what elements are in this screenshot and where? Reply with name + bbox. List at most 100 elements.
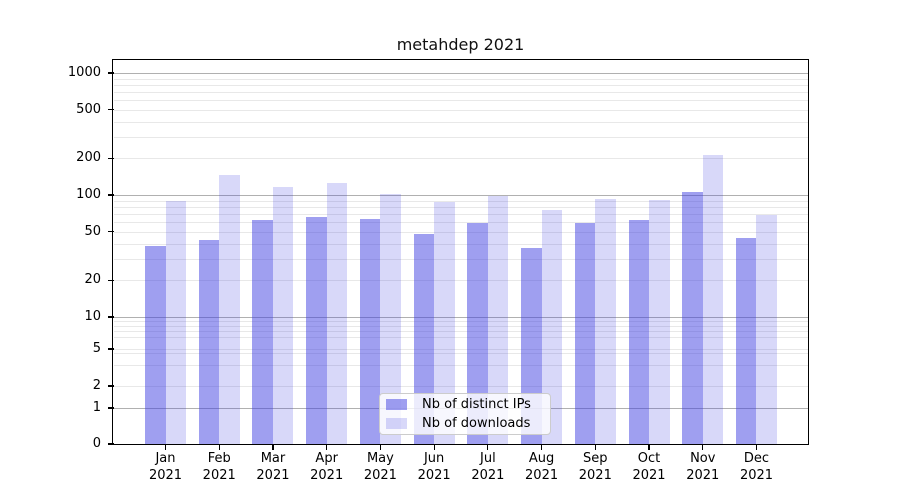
gridline-minor [113, 91, 808, 93]
y-tick-mark [108, 279, 114, 281]
bar-distinct-ips [198, 239, 220, 444]
gridline-minor [113, 321, 808, 323]
x-tick-label: Mar 2021 [256, 451, 290, 483]
bar-downloads [165, 200, 186, 444]
x-tick-mark [218, 445, 220, 450]
gridline-minor [113, 337, 808, 339]
plot-frame [112, 58, 809, 446]
x-tick-label: Jul 2021 [471, 451, 505, 483]
gridline-minor [113, 158, 808, 160]
x-tick-mark [648, 445, 650, 450]
y-tick-label: 0 [92, 436, 101, 451]
y-tick-mark [108, 316, 114, 318]
y-tick-label: 20 [84, 272, 101, 288]
gridline-minor [113, 206, 808, 208]
chart-title: metahdep 2021 [396, 35, 525, 54]
x-tick-mark [433, 445, 435, 450]
y-tick-mark [108, 443, 114, 445]
gridline-minor [113, 325, 808, 327]
x-tick-mark [272, 445, 274, 450]
bar-downloads [326, 182, 348, 444]
x-tick-mark [379, 445, 381, 450]
bar-downloads [219, 175, 240, 444]
gridline-minor [113, 213, 808, 215]
x-tick-mark [594, 445, 596, 450]
x-tick-label: Oct 2021 [632, 451, 666, 483]
bar-downloads [434, 201, 455, 444]
gridline-minor [113, 109, 808, 111]
y-tick-mark [108, 72, 114, 74]
x-tick-label: Dec 2021 [739, 451, 774, 483]
gridline-minor [113, 121, 808, 123]
bar-distinct-ips [735, 238, 757, 444]
x-tick-label: Feb 2021 [202, 451, 236, 483]
gridline-minor [113, 222, 808, 224]
x-tick-label: May 2021 [363, 451, 397, 483]
gridline-minor [113, 364, 808, 366]
bar-distinct-ips [252, 220, 273, 444]
y-tick-label: 1 [92, 400, 101, 415]
bar-distinct-ips [359, 218, 381, 444]
x-tick-mark [487, 445, 489, 450]
gridline-minor [113, 100, 808, 102]
bar-distinct-ips [682, 192, 703, 444]
x-tick-label: Apr 2021 [310, 451, 344, 483]
bar-downloads [649, 199, 670, 444]
bar-distinct-ips [413, 233, 435, 444]
y-tick-label: 500 [76, 101, 101, 117]
y-tick-mark [108, 348, 114, 350]
gridline-minor [113, 258, 808, 260]
y-tick-mark [108, 109, 114, 111]
x-tick-label: Jan 2021 [148, 451, 183, 483]
gridline-major [113, 317, 808, 318]
gridline-major [113, 73, 808, 74]
gridline-minor [113, 353, 808, 355]
x-tick-label: Jun 2021 [417, 451, 451, 483]
gridline-minor [113, 200, 808, 202]
bar-distinct-ips [628, 220, 650, 444]
legend-item-downloads: Nb of downloads [386, 416, 542, 431]
bar-downloads [541, 210, 563, 444]
gridline-major [113, 195, 808, 196]
x-tick-mark [755, 445, 758, 450]
bar-downloads [272, 186, 294, 444]
legend-label-distinct-ips: Nb of distinct IPs [422, 397, 531, 412]
gridline-minor [113, 136, 808, 138]
bar-distinct-ips [306, 217, 327, 444]
x-tick-label: Sep 2021 [578, 451, 612, 483]
gridline-minor [113, 280, 808, 282]
x-tick-mark [164, 445, 167, 450]
y-tick-label: 2 [92, 378, 101, 393]
gridline-minor [113, 84, 808, 86]
gridline-minor [113, 243, 808, 245]
y-tick-label: 1000 [67, 65, 101, 80]
bar-distinct-ips [467, 222, 488, 444]
x-tick-label: Aug 2021 [525, 451, 559, 483]
y-tick-mark [108, 385, 114, 387]
bar-downloads [595, 198, 616, 444]
bar-downloads [380, 194, 401, 444]
gridline-minor [113, 231, 808, 233]
bar-distinct-ips [145, 246, 166, 444]
bar-downloads [702, 154, 724, 444]
legend-swatch-downloads [386, 418, 407, 429]
y-tick-label: 10 [84, 309, 101, 324]
gridline-minor [113, 349, 808, 350]
y-tick-label: 5 [92, 341, 101, 356]
y-tick-label: 200 [76, 150, 101, 166]
y-tick-mark [108, 194, 114, 196]
y-tick-mark [108, 407, 114, 409]
gridline-minor [113, 78, 808, 80]
y-tick-label: 100 [76, 187, 101, 202]
x-tick-label: Nov 2021 [686, 451, 720, 483]
x-tick-mark [702, 445, 704, 450]
bar-downloads [487, 196, 509, 444]
x-tick-mark [326, 445, 328, 450]
bar-distinct-ips [574, 222, 596, 444]
legend: Nb of distinct IPs Nb of downloads [379, 393, 551, 435]
legend-swatch-distinct-ips [386, 399, 407, 410]
y-tick-label: 50 [84, 223, 101, 239]
y-tick-mark [108, 231, 114, 233]
gridline-minor [113, 386, 808, 387]
